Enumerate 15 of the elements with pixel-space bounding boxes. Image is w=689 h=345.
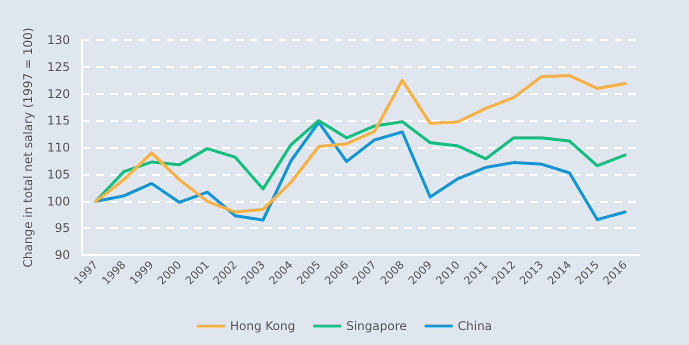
y-tick-label: 105 (47, 167, 70, 182)
legend-label: China (458, 319, 492, 333)
line-series (94, 74, 627, 214)
y-tick-label: 100 (47, 194, 70, 208)
line-series (94, 120, 627, 222)
y-tick-label: 115 (47, 114, 70, 128)
legend-label: Hong Kong (230, 319, 296, 333)
y-axis-title: Change in total net salary (1997 = 100) (21, 28, 35, 268)
y-tick-label: 90 (54, 248, 70, 262)
y-tick-label: 120 (47, 86, 70, 101)
y-tick-label: 95 (54, 221, 70, 236)
y-tick-label: 110 (47, 140, 70, 154)
y-tick-label: 130 (47, 33, 70, 47)
legend-label: Singapore (346, 319, 407, 333)
y-tick-label: 125 (47, 60, 70, 74)
